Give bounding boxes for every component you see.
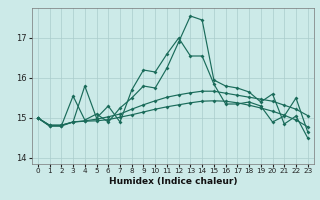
X-axis label: Humidex (Indice chaleur): Humidex (Indice chaleur): [108, 177, 237, 186]
